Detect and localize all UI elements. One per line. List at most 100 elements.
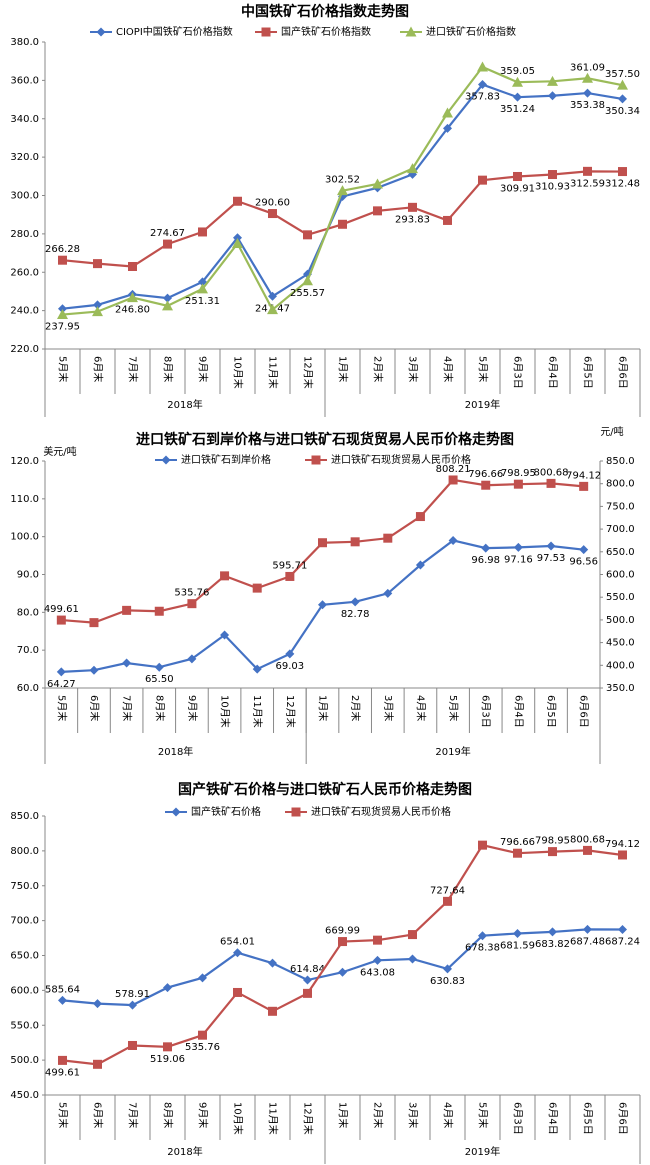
y-tick-label: 450.0 <box>10 1090 39 1101</box>
data-label: 246.80 <box>115 305 150 316</box>
y-tick-label: 100.0 <box>10 532 39 543</box>
y-tick-label: 70.0 <box>17 645 39 656</box>
data-label: 800.68 <box>534 467 569 478</box>
x-tick-label: 6月5日 <box>582 1102 594 1135</box>
marker <box>443 964 452 974</box>
x-tick-label: 7月末 <box>127 356 140 382</box>
x-tick-label: 5月末 <box>55 695 68 721</box>
legend-marker <box>291 807 301 817</box>
x-tick-label: 4月末 <box>442 1102 455 1128</box>
x-tick-label: 5月末 <box>477 1102 490 1128</box>
data-label: 353.38 <box>570 100 605 111</box>
data-label: 290.60 <box>255 198 290 209</box>
x-tick-label: 2月末 <box>372 1102 385 1128</box>
x-tick-label: 6月3日 <box>512 1102 524 1135</box>
data-label: 798.95 <box>501 468 536 479</box>
data-label: 796.66 <box>500 837 535 848</box>
x-tick-label: 3月末 <box>407 1102 420 1128</box>
marker <box>233 948 242 958</box>
marker <box>338 967 347 977</box>
data-label: 310.93 <box>535 182 570 193</box>
x-tick-label: 1月末 <box>337 356 350 382</box>
marker <box>513 848 522 858</box>
marker <box>478 840 487 850</box>
x-tick-label: 1月末 <box>317 695 330 721</box>
x-tick-label: 4月末 <box>442 356 455 382</box>
marker <box>443 123 452 133</box>
marker <box>478 80 487 90</box>
legend-label: 国产铁矿石价格指数 <box>281 25 371 38</box>
x-tick-label: 6月3日 <box>480 695 492 728</box>
marker <box>285 649 295 659</box>
data-label: 808.21 <box>436 464 471 475</box>
marker <box>513 171 522 181</box>
y2-tick-label: 750.0 <box>606 501 635 512</box>
x-tick-label: 4月末 <box>414 695 427 721</box>
y-unit: 美元/吨 <box>43 445 76 458</box>
data-label: 309.91 <box>500 183 535 194</box>
marker <box>318 600 327 610</box>
data-label: 361.09 <box>570 62 605 73</box>
marker <box>122 658 132 668</box>
data-label: 97.53 <box>537 553 566 564</box>
marker <box>89 618 99 628</box>
data-label: 357.83 <box>465 92 500 103</box>
data-label: 64.27 <box>47 679 76 690</box>
x-tick-label: 6月5日 <box>582 356 594 389</box>
x-tick-label: 6月4日 <box>512 695 524 728</box>
marker <box>303 230 312 240</box>
legend-marker <box>96 27 106 37</box>
marker <box>338 937 347 947</box>
legend-label: 进口铁矿石现货贸易人民币价格 <box>311 805 451 818</box>
marker <box>93 1059 102 1069</box>
data-label: 251.31 <box>185 296 220 307</box>
x-tick-label: 10月末 <box>232 1102 245 1135</box>
marker <box>56 615 66 625</box>
data-label: 669.99 <box>325 926 360 937</box>
x-tick-label: 11月末 <box>267 1102 280 1135</box>
data-label: 293.83 <box>395 214 430 225</box>
x-tick-label: 10月末 <box>219 695 232 728</box>
y2-tick-label: 550.0 <box>606 592 635 603</box>
marker <box>187 654 197 664</box>
data-label: 255.57 <box>290 288 325 299</box>
y-tick-label: 240.0 <box>10 306 39 317</box>
data-label: 535.76 <box>185 1042 220 1053</box>
marker <box>268 209 277 219</box>
group-label: 2019年 <box>435 745 470 758</box>
marker <box>443 215 452 225</box>
group-label: 2018年 <box>167 398 202 411</box>
marker <box>303 988 312 998</box>
marker <box>618 94 627 104</box>
marker <box>128 1000 137 1010</box>
marker <box>546 478 556 488</box>
data-label: 350.34 <box>605 106 640 117</box>
marker <box>92 306 103 317</box>
marker <box>407 163 418 174</box>
x-tick-label: 12月末 <box>302 1102 315 1135</box>
marker <box>350 597 360 607</box>
marker <box>408 930 417 940</box>
x-tick-label: 3月末 <box>382 695 395 721</box>
marker <box>579 545 589 555</box>
legend-label: 国产铁矿石价格 <box>191 805 261 818</box>
marker <box>93 999 102 1009</box>
data-label: 312.48 <box>605 179 640 190</box>
marker <box>154 662 164 672</box>
y-tick-label: 800.0 <box>10 846 39 857</box>
chart-title: 进口铁矿石到岸价格与进口铁矿石现货贸易人民币价格走势图 <box>136 431 514 448</box>
marker <box>58 995 67 1005</box>
x-tick-label: 6月5日 <box>545 695 557 728</box>
x-tick-label: 5月末 <box>57 356 70 382</box>
x-tick-label: 12月末 <box>302 356 315 389</box>
marker <box>478 931 487 941</box>
marker <box>58 304 67 314</box>
x-tick-label: 2月末 <box>349 695 362 721</box>
y2-tick-label: 650.0 <box>606 547 635 558</box>
legend-label: 进口铁矿石到岸价格 <box>181 453 271 466</box>
y2-tick-label: 700.0 <box>606 524 635 535</box>
y2-tick-label: 600.0 <box>606 570 635 581</box>
marker <box>582 72 593 83</box>
x-tick-label: 11月末 <box>267 356 280 389</box>
legend-marker <box>171 807 181 817</box>
